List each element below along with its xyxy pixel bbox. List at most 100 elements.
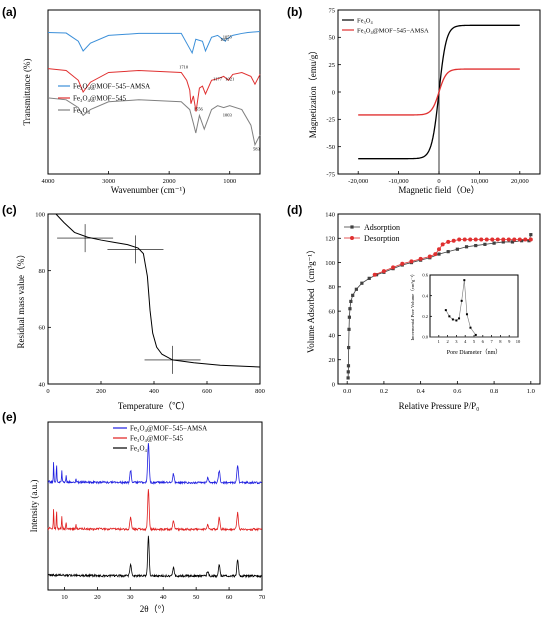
inset-xtick-label: 4 bbox=[464, 339, 467, 344]
panel-e-series-1 bbox=[47, 489, 263, 532]
panel-a-xlabel: Wavenumber (cm⁻¹) bbox=[111, 185, 185, 195]
panel-d-xtick-label: 0.0 bbox=[343, 388, 351, 395]
panel-a-annotation: 1003 bbox=[223, 112, 233, 117]
panel-a-xtick-label: 2000 bbox=[163, 178, 176, 185]
panel-d-adsorption-point bbox=[351, 293, 355, 297]
panel-e-legend-entry: Fe₃O₄@MOF−545−AMSA bbox=[130, 425, 207, 433]
panel-b-xtick-label: 20,000 bbox=[511, 178, 529, 185]
inset-point bbox=[444, 309, 447, 312]
panel-d-adsorption-point bbox=[464, 245, 469, 249]
inset-point bbox=[469, 326, 472, 329]
inset-xtick-label: 8 bbox=[499, 339, 502, 344]
panel-d-desorption-point bbox=[381, 269, 386, 274]
panel-d-adsorption-point bbox=[446, 250, 450, 254]
panel-d-adsorption-point bbox=[492, 241, 496, 245]
panel-d-desorption-point bbox=[372, 272, 377, 277]
panel-e-xtick-label: 10 bbox=[61, 594, 68, 601]
panel-d-legend-marker bbox=[350, 236, 354, 240]
panel-d-adsorption-point bbox=[367, 276, 371, 280]
panel-e-xtick-label: 70 bbox=[259, 594, 266, 601]
inset-ylabel: Incremental Pore Volume（cm³g⁻¹） bbox=[410, 271, 415, 340]
panel-b-legend-entry: Fe₃O₄ bbox=[357, 18, 373, 25]
inset-ytick-label: 0.2 bbox=[422, 314, 428, 319]
panel-d-desorption-point bbox=[462, 237, 467, 242]
panel-a-xtick-label: 3000 bbox=[102, 178, 115, 185]
panel-e-xtick-label: 50 bbox=[193, 594, 200, 601]
panel-c-xtick-label: 400 bbox=[149, 388, 159, 395]
panel-d-adsorption-point bbox=[347, 345, 351, 350]
panel-d-desorption-point bbox=[495, 237, 500, 242]
panel-d-adsorption-point bbox=[527, 239, 531, 243]
inset-line bbox=[445, 280, 477, 336]
panel-b-ylabel: Magnetization（emu/g） bbox=[308, 46, 318, 138]
panel-d-xtick-label: 0.2 bbox=[380, 388, 388, 395]
panel-a-xtick-label: 4000 bbox=[42, 178, 55, 185]
panel-d-adsorption-point bbox=[437, 252, 441, 256]
panel-d-ytick-label: 20 bbox=[329, 357, 336, 364]
panel-d-desorption-point bbox=[506, 237, 511, 242]
panel-d-adsorption-point bbox=[474, 243, 478, 248]
inset-point bbox=[451, 318, 454, 321]
inset-point bbox=[448, 315, 451, 318]
panel-b-magnetization-chart: (b) Magnetic field（Oe） Magnetization（emu… bbox=[287, 5, 541, 195]
panel-d-adsorption-point bbox=[529, 233, 533, 237]
panel-c-xtick-label: 800 bbox=[255, 388, 265, 395]
panel-a-xtick-label: 1000 bbox=[223, 178, 236, 185]
panel-d-desorption-point bbox=[427, 254, 432, 259]
panel-e-label: (e) bbox=[2, 410, 17, 424]
panel-d-adsorption-point bbox=[483, 242, 487, 246]
panel-e-legend-entry: Fe₃O₄@MOF−545 bbox=[130, 435, 184, 443]
panel-d-ytick-label: 0 bbox=[332, 381, 335, 388]
panel-b-xtick-label: 10,000 bbox=[470, 178, 488, 185]
panel-d-inset: Pore Diameter（nm） Incremental Pore Volum… bbox=[410, 271, 521, 356]
panel-d-desorption-point bbox=[418, 256, 423, 261]
panel-d-adsorption-point bbox=[510, 240, 515, 244]
panel-c-plot-frame bbox=[47, 213, 261, 385]
panel-e-xtick-label: 60 bbox=[226, 594, 233, 601]
panel-d-desorption-point bbox=[479, 237, 484, 242]
panel-d-desorption-point bbox=[437, 247, 441, 252]
panel-a-annotation: 1556 bbox=[194, 107, 204, 112]
panel-c-ylabel: Residual mass value（%） bbox=[16, 250, 26, 349]
panel-e-xtick-label: 30 bbox=[127, 594, 134, 601]
panel-d-adsorption-point bbox=[346, 376, 350, 380]
panel-d-desorption-point bbox=[501, 237, 506, 242]
panel-c-label: (c) bbox=[2, 203, 17, 217]
panel-b-ytick-label: 50 bbox=[329, 35, 336, 42]
panel-d-xtick-label: 0.8 bbox=[490, 388, 498, 395]
panel-b-xlabel: Magnetic field（Oe） bbox=[398, 185, 479, 195]
panel-b-label: (b) bbox=[287, 5, 302, 19]
panel-b-ytick-label: 75 bbox=[329, 7, 336, 14]
panel-a-annotation: 1055 bbox=[223, 34, 233, 39]
panel-b-xtick-label: 0 bbox=[437, 178, 440, 185]
panel-d-label: (d) bbox=[287, 203, 302, 217]
panel-a-legend-entry: Fe₃O₄@MOF−545−AMSA bbox=[73, 83, 150, 91]
panel-d-desorption-point bbox=[451, 238, 456, 243]
panel-d-legend-marker bbox=[350, 225, 354, 229]
panel-b-ytick-label: -75 bbox=[326, 171, 335, 178]
panel-d-legend-entry: Adsorption bbox=[364, 223, 400, 232]
panel-c-xtick-label: 200 bbox=[96, 388, 106, 395]
panel-d-desorption-point bbox=[391, 265, 396, 270]
panel-a-legend-entry: Fe₃O₄@MOF−545 bbox=[73, 95, 127, 103]
panel-d-adsorption-point bbox=[501, 240, 505, 244]
panel-d-desorption-point bbox=[523, 237, 528, 242]
inset-point bbox=[465, 313, 468, 316]
panel-d-xtick-label: 0.4 bbox=[417, 388, 426, 395]
panel-d-desorption-point bbox=[400, 261, 405, 266]
panel-d-ytick-label: 100 bbox=[325, 260, 335, 267]
panel-d-adsorption-point bbox=[360, 281, 364, 285]
panel-d-desorption-point bbox=[440, 242, 445, 247]
panel-d-desorption-point bbox=[457, 237, 462, 242]
panel-a-annotation: 583 bbox=[253, 147, 261, 152]
inset-xtick-label: 10 bbox=[516, 339, 521, 344]
panel-a-annotation: 1021 bbox=[225, 76, 234, 81]
panel-d-desorption-point bbox=[473, 237, 478, 242]
panel-d-adsorption-point bbox=[346, 370, 350, 374]
panel-d-adsorption-point bbox=[347, 315, 351, 319]
panel-c-xtick-label: 600 bbox=[202, 388, 212, 395]
inset-point bbox=[458, 317, 461, 320]
panel-e-xrd-chart: (e) 2θ（°） Intensity (a.u.) 10 20 30 40 50 60 7… bbox=[2, 410, 265, 614]
panel-a-annotation: 1710 bbox=[179, 65, 189, 70]
